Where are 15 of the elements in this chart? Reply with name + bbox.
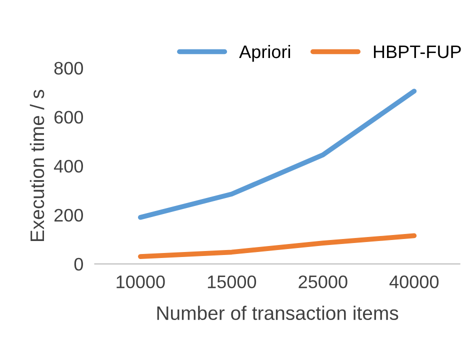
line-series — [138, 233, 417, 259]
y-axis-title: Execution time / s — [30, 90, 44, 242]
legend-label: Apriori — [239, 44, 290, 62]
x-axis-title: Number of transaction items — [157, 306, 398, 320]
y-tick-label: 800 — [54, 62, 83, 75]
legend-label: HBPT-FUP — [374, 46, 461, 58]
y-tick-label: 600 — [54, 110, 83, 124]
x-tick-label: 10000 — [116, 275, 165, 288]
y-tick-label: 400 — [54, 160, 83, 173]
x-tick-label: 15000 — [208, 275, 256, 288]
x-tick-label: 25000 — [298, 275, 348, 288]
y-tick-label: 0 — [74, 258, 83, 271]
y-tick-label: 200 — [54, 208, 83, 222]
line-series — [138, 88, 417, 220]
x-tick-label: 40000 — [389, 275, 439, 288]
